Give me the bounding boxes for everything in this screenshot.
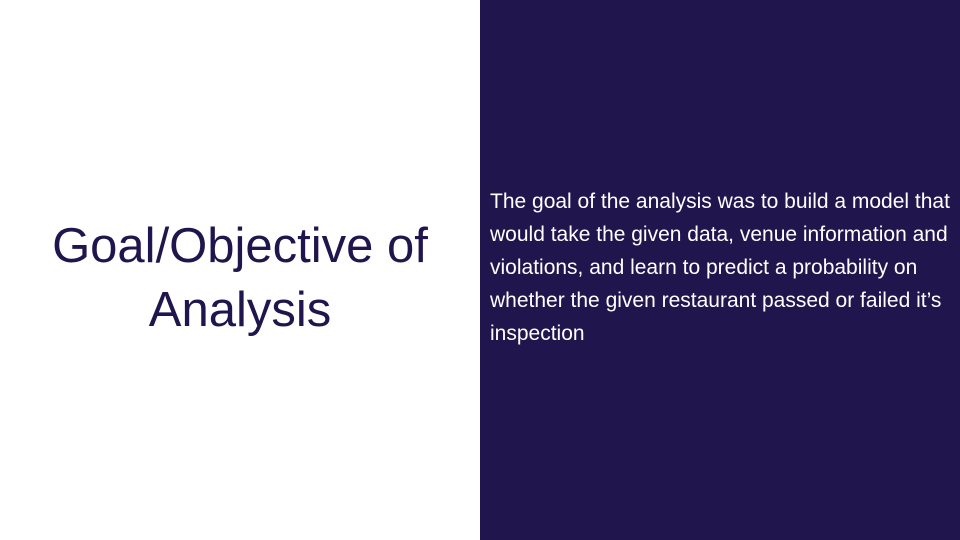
slide-title: Goal/Objective of Analysis <box>52 219 428 337</box>
body-panel: The goal of the analysis was to build a … <box>480 0 960 540</box>
title-panel: Goal/Objective of Analysis <box>52 219 428 337</box>
slide-body-text: The goal of the analysis was to build a … <box>490 190 950 345</box>
